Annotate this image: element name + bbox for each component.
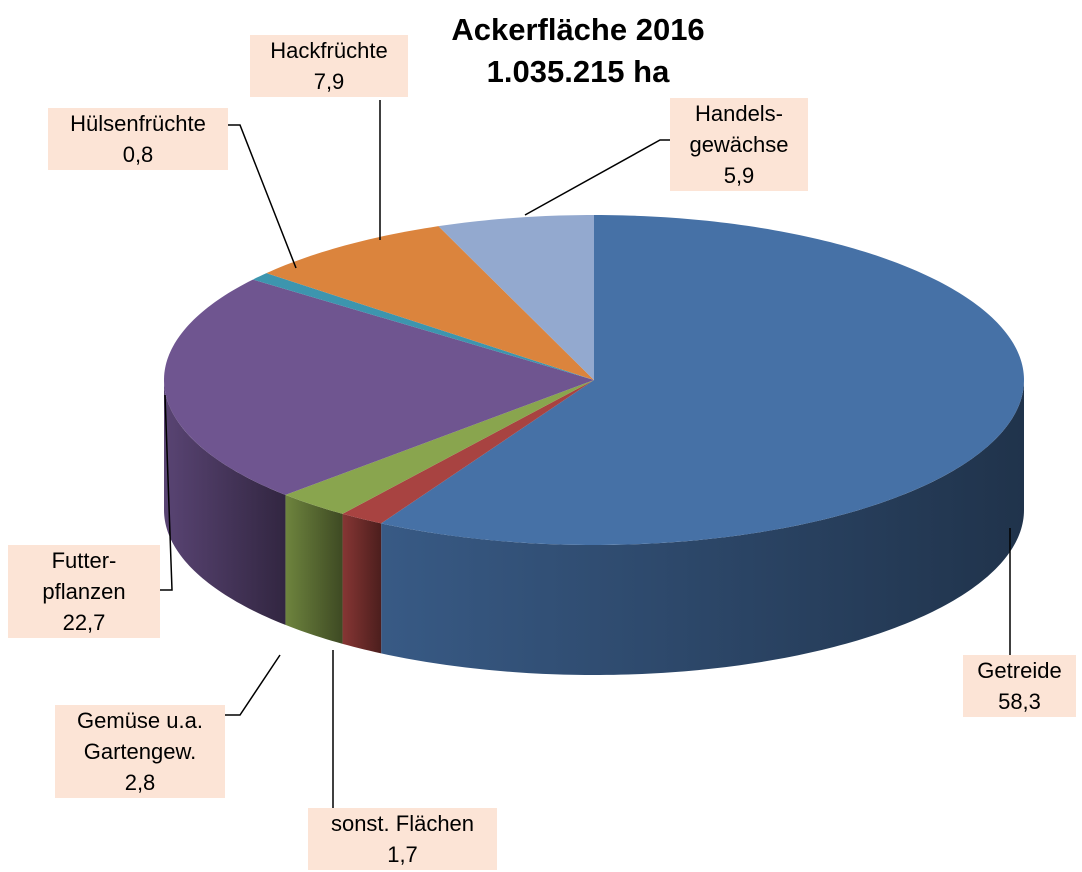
slice-side: [342, 513, 382, 654]
category-name: Hackfrüchte: [270, 38, 388, 63]
data-label: Futter- pflanzen 22,7: [8, 545, 160, 638]
leader-line: [225, 654, 281, 716]
value-label: 5,9: [723, 163, 755, 188]
slice: [438, 215, 594, 380]
category-name: sonst. Flächen: [330, 811, 475, 836]
slice-side: [381, 380, 1024, 675]
value-label: 1,7: [387, 842, 418, 867]
leader-line: [524, 139, 670, 216]
data-label: Hackfrüchte 7,9: [250, 35, 408, 97]
leader-line: [160, 394, 173, 591]
chart-title: Ackerfläche 2016: [451, 12, 705, 47]
slice-side: [164, 380, 286, 625]
data-label: sonst. Flächen 1,7: [308, 808, 497, 870]
value-label: 2,8: [124, 770, 156, 795]
category-name: Getreide: [977, 658, 1062, 683]
category-name: Futter- pflanzen: [42, 548, 126, 604]
data-label: Getreide 58,3: [963, 655, 1076, 717]
data-label: Gemüse u.a. Gartengew. 2,8: [55, 705, 225, 798]
value-label: 0,8: [122, 142, 154, 167]
category-name: Handels- gewächse: [689, 101, 789, 157]
slice: [252, 273, 594, 380]
slice: [285, 380, 594, 514]
data-label: Handels- gewächse 5,9: [670, 98, 808, 191]
slice: [342, 380, 594, 524]
slice-side: [285, 494, 343, 644]
category-name: Hülsenfrüchte: [70, 111, 206, 136]
chart-subtitle: 1.035.215 ha: [486, 54, 670, 89]
value-label: 22,7: [62, 610, 106, 635]
data-label: Hülsenfrüchte 0,8: [48, 108, 228, 170]
value-label: 58,3: [998, 689, 1041, 714]
leader-line: [228, 124, 297, 269]
slice: [381, 215, 1024, 545]
slice: [266, 226, 594, 380]
value-label: 7,9: [313, 69, 345, 94]
slice: [164, 279, 594, 495]
category-name: Gemüse u.a. Gartengew.: [77, 708, 203, 764]
